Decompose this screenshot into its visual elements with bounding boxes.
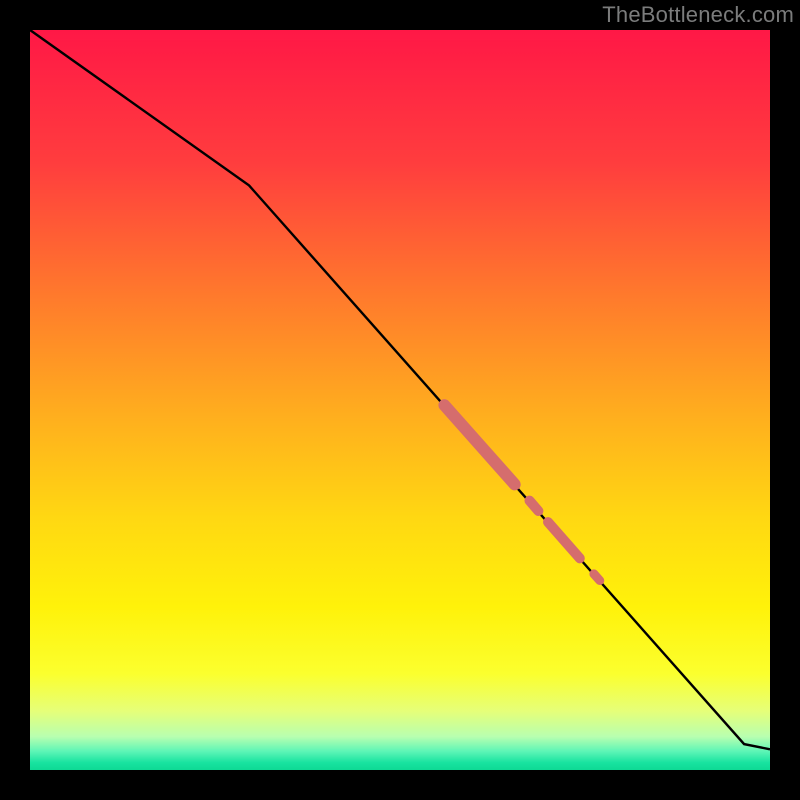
bottleneck-chart (0, 0, 800, 800)
gradient-background (30, 30, 770, 770)
attribution-text: TheBottleneck.com (602, 0, 800, 28)
chart-stage: TheBottleneck.com (0, 0, 800, 800)
plot-area (30, 30, 770, 770)
highlight-segment (594, 574, 600, 581)
highlight-segment (530, 501, 539, 511)
